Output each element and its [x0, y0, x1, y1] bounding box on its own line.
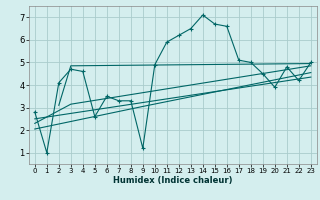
X-axis label: Humidex (Indice chaleur): Humidex (Indice chaleur)	[113, 176, 233, 185]
